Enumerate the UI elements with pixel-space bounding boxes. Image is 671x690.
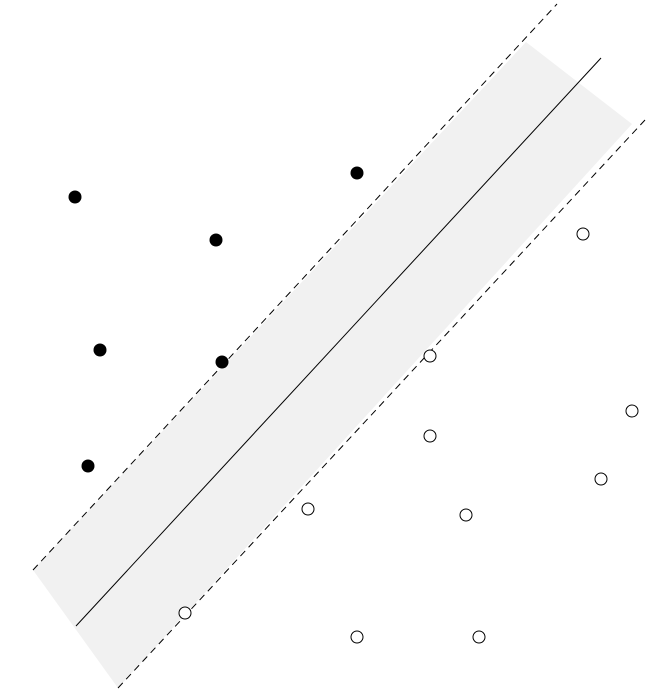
class-b-point: [178, 606, 192, 620]
class-b-points: [178, 227, 639, 644]
decision-boundary: [75, 57, 602, 627]
class-b-point: [625, 404, 639, 418]
class-a-point: [93, 343, 107, 357]
class-a-point: [350, 166, 364, 180]
class-b-point: [459, 508, 473, 522]
class-a-point: [209, 233, 223, 247]
lower-margin-line: [117, 119, 646, 689]
class-a-point: [68, 190, 82, 204]
upper-margin-line: [32, 3, 558, 571]
class-b-point: [576, 227, 590, 241]
margin-band: [33, 42, 632, 688]
class-b-point: [350, 630, 364, 644]
class-b-point: [472, 630, 486, 644]
class-a-point: [81, 459, 95, 473]
class-b-point: [594, 472, 608, 486]
class-b-point: [423, 349, 437, 363]
class-a-point: [215, 355, 229, 369]
class-b-point: [301, 502, 315, 516]
class-b-point: [423, 429, 437, 443]
class-a-points: [68, 166, 364, 473]
